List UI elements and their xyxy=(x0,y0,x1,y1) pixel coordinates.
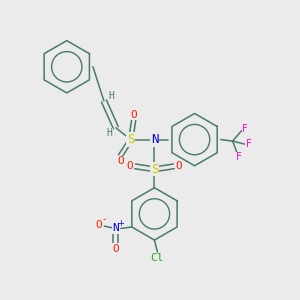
Text: O: O xyxy=(130,110,137,120)
Text: O: O xyxy=(95,220,102,230)
Text: +: + xyxy=(117,219,124,228)
Text: F: F xyxy=(246,139,252,149)
Text: N: N xyxy=(112,224,119,233)
Text: S: S xyxy=(127,133,134,146)
Text: S: S xyxy=(151,163,158,176)
Text: Cl: Cl xyxy=(151,254,164,263)
Text: O: O xyxy=(117,156,124,166)
Text: F: F xyxy=(242,124,248,134)
Text: O: O xyxy=(112,244,119,254)
Text: -: - xyxy=(102,214,106,224)
Text: O: O xyxy=(176,161,182,171)
Text: F: F xyxy=(236,152,242,162)
Text: O: O xyxy=(126,161,133,171)
Text: N: N xyxy=(151,133,158,146)
Text: H: H xyxy=(108,91,114,100)
Text: H: H xyxy=(106,128,112,138)
